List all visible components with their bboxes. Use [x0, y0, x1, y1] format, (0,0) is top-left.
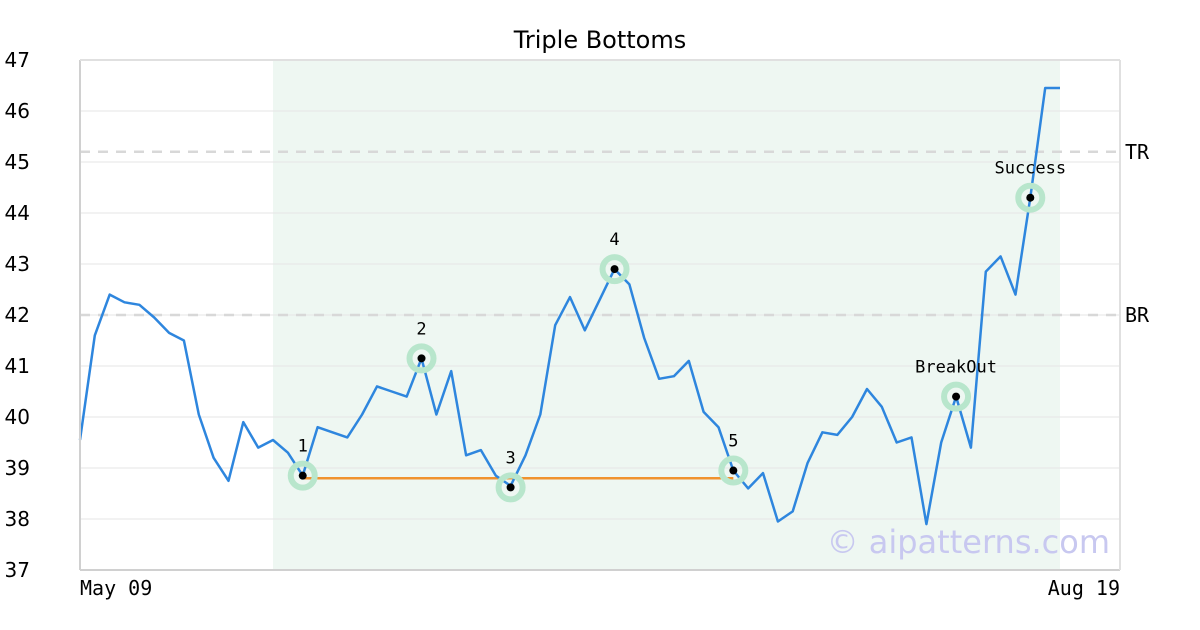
chart-title: Triple Bottoms — [513, 26, 687, 54]
watermark: © aipatterns.com — [827, 523, 1110, 561]
annotation-point-2 — [417, 354, 426, 363]
plot-area: 3738394041424344454647TRBR12345BreakOutS… — [5, 48, 1150, 600]
annotation-point-3 — [506, 483, 515, 492]
y-tick-label: 39 — [5, 456, 30, 480]
annotation-label-4: 4 — [609, 230, 619, 250]
annotation-label-success: Success — [994, 159, 1066, 179]
annotation-label-2: 2 — [416, 319, 426, 339]
annotation-ring-4 — [599, 254, 630, 285]
reference-label-br: BR — [1125, 303, 1150, 327]
x-tick-label-end: Aug 19 — [1048, 576, 1120, 600]
annotation-point-5 — [729, 466, 738, 475]
y-tick-label: 38 — [5, 507, 30, 531]
annotation-ring-3 — [495, 472, 526, 503]
y-tick-label: 42 — [5, 303, 30, 327]
annotation-ring-1 — [287, 460, 318, 491]
annotation-ring-breakout — [941, 381, 972, 412]
annotation-ring-success — [1015, 182, 1046, 213]
y-tick-label: 43 — [5, 252, 30, 276]
y-tick-label: 47 — [5, 48, 30, 72]
y-tick-label: 37 — [5, 558, 30, 582]
price-line — [78, 86, 1060, 526]
y-tick-label: 41 — [5, 354, 30, 378]
y-tick-label: 40 — [5, 405, 30, 429]
annotation-point-success — [1026, 193, 1035, 202]
y-tick-label: 45 — [5, 150, 30, 174]
y-tick-label: 44 — [5, 201, 30, 225]
y-tick-label: 46 — [5, 99, 30, 123]
annotation-point-1 — [298, 471, 307, 480]
annotation-ring-2 — [406, 343, 437, 374]
annotation-point-breakout — [952, 392, 961, 401]
annotation-label-1: 1 — [298, 437, 308, 457]
annotation-label-5: 5 — [728, 432, 738, 452]
reference-label-tr: TR — [1125, 140, 1150, 164]
annotation-ring-5 — [718, 455, 749, 486]
annotation-point-4 — [610, 265, 619, 274]
x-tick-label-start: May 09 — [80, 576, 152, 600]
annotation-label-3: 3 — [505, 448, 515, 468]
annotation-label-breakout: BreakOut — [915, 358, 997, 378]
